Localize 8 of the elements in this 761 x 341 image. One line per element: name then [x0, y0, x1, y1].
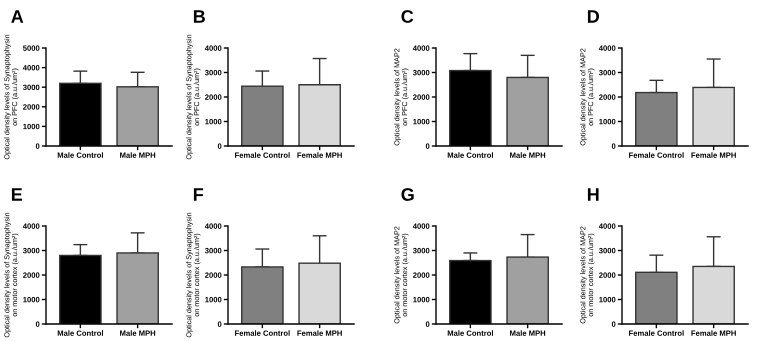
chart-title: C [401, 10, 414, 23]
chart-title: H [588, 188, 599, 201]
chart-title: B [194, 10, 205, 23]
chart-title: F [194, 188, 204, 201]
chart-title: A [11, 10, 24, 23]
chart-title: E [12, 188, 22, 201]
chart-title: D [588, 10, 599, 23]
chart-title: G [401, 188, 414, 201]
